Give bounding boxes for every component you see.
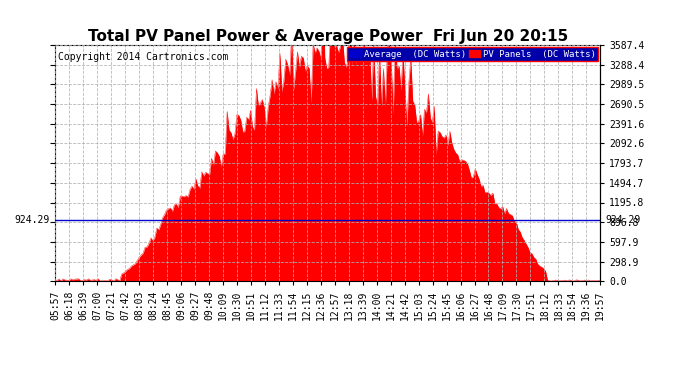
Legend: Average  (DC Watts), PV Panels  (DC Watts): Average (DC Watts), PV Panels (DC Watts) (347, 47, 598, 61)
Text: Copyright 2014 Cartronics.com: Copyright 2014 Cartronics.com (58, 52, 228, 62)
Text: 924.29: 924.29 (14, 215, 50, 225)
Text: 924.29: 924.29 (606, 215, 641, 225)
Title: Total PV Panel Power & Average Power  Fri Jun 20 20:15: Total PV Panel Power & Average Power Fri… (88, 29, 568, 44)
